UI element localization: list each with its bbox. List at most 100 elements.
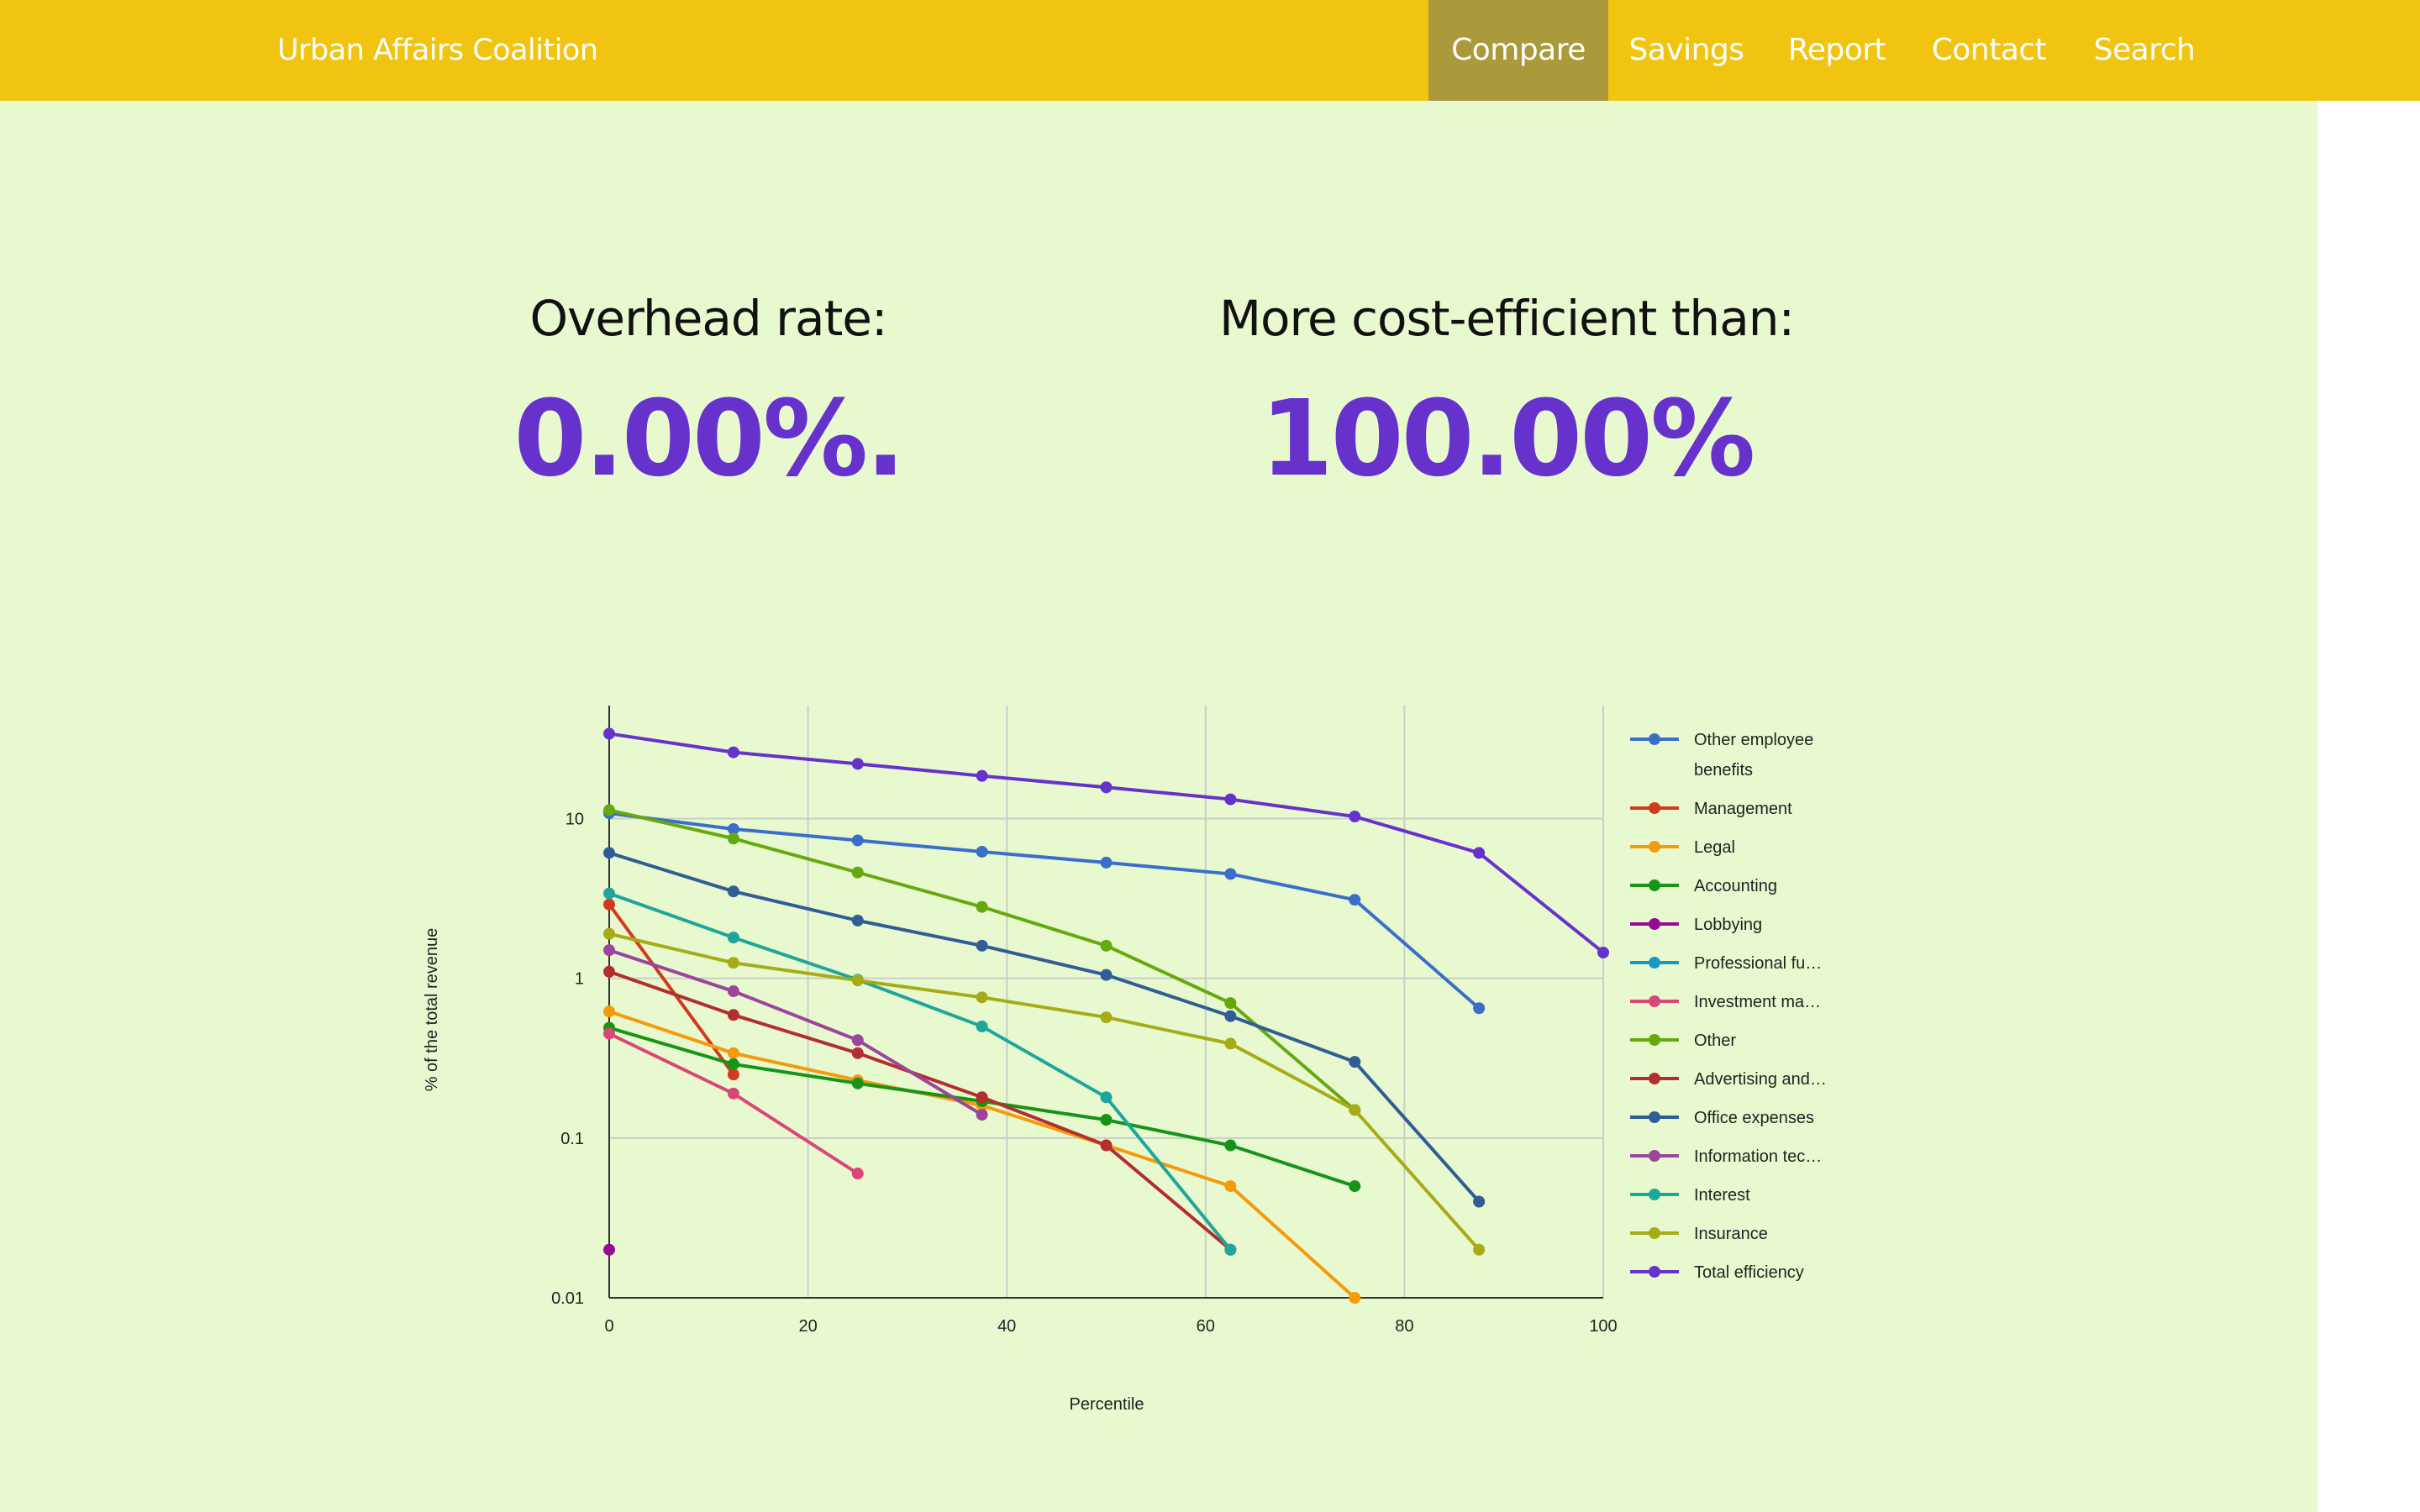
series-9[interactable]	[603, 847, 1486, 1208]
data-point[interactable]	[851, 1034, 864, 1047]
data-point[interactable]	[1224, 868, 1237, 880]
data-point[interactable]	[727, 822, 739, 835]
data-point[interactable]	[1100, 1114, 1113, 1126]
data-point[interactable]	[1224, 997, 1237, 1010]
data-point[interactable]	[603, 727, 615, 740]
legend-item[interactable]: Management	[1630, 800, 1792, 818]
series-4[interactable]	[603, 1243, 615, 1256]
data-point[interactable]	[1224, 1243, 1237, 1256]
nav-contact[interactable]: Contact	[1931, 33, 2047, 67]
chart-legend[interactable]: Other employee benefits Management Legal Acc…	[1630, 731, 1827, 1282]
data-point[interactable]	[1224, 1180, 1237, 1193]
data-point[interactable]	[727, 746, 739, 759]
data-point[interactable]	[727, 1047, 739, 1059]
legend-item[interactable]: Accounting	[1630, 877, 1777, 895]
nav-compare[interactable]: Compare	[1428, 0, 1608, 101]
legend-item[interactable]: Total efficiency	[1630, 1263, 1804, 1282]
data-point[interactable]	[727, 885, 739, 898]
data-point[interactable]	[1473, 1195, 1486, 1208]
data-point[interactable]	[1100, 939, 1113, 952]
data-point[interactable]	[1224, 1139, 1237, 1152]
data-point[interactable]	[603, 927, 615, 940]
data-point[interactable]	[976, 939, 988, 952]
data-point[interactable]	[603, 1027, 615, 1040]
legend-item[interactable]: Office expenses	[1630, 1109, 1814, 1127]
nav-search[interactable]: Search	[2093, 33, 2196, 67]
data-point[interactable]	[851, 758, 864, 770]
data-point[interactable]	[851, 974, 864, 987]
data-point[interactable]	[1100, 1011, 1113, 1024]
data-point[interactable]	[851, 1047, 864, 1059]
data-point[interactable]	[727, 832, 739, 845]
data-point[interactable]	[976, 991, 988, 1004]
data-point[interactable]	[1473, 847, 1486, 859]
legend-item[interactable]: Other employee benefits	[1630, 731, 1813, 780]
data-point[interactable]	[727, 1068, 739, 1081]
data-point[interactable]	[603, 944, 615, 957]
data-point[interactable]	[851, 1077, 864, 1089]
legend-item[interactable]: Investment ma…	[1630, 993, 1821, 1011]
data-point[interactable]	[1224, 793, 1237, 806]
data-point[interactable]	[1100, 856, 1113, 869]
data-point[interactable]	[727, 957, 739, 969]
legend-item[interactable]: Other	[1630, 1032, 1736, 1050]
data-point[interactable]	[727, 1009, 739, 1021]
data-point[interactable]	[1100, 1091, 1113, 1104]
series-13[interactable]	[603, 727, 1609, 958]
legend-item[interactable]: Advertising and…	[1630, 1070, 1827, 1089]
data-point[interactable]	[603, 1005, 615, 1018]
data-point[interactable]	[1100, 1139, 1113, 1152]
legend-item[interactable]: Professional fu…	[1630, 954, 1822, 973]
data-point[interactable]	[1100, 781, 1113, 794]
data-point[interactable]	[976, 845, 988, 858]
nav-savings[interactable]: Savings	[1628, 33, 1744, 67]
data-point[interactable]	[1473, 1002, 1486, 1015]
legend-item[interactable]: Insurance	[1630, 1225, 1768, 1243]
data-point[interactable]	[1597, 946, 1609, 958]
data-point[interactable]	[1349, 1104, 1361, 1116]
legend-item[interactable]: Legal	[1630, 838, 1735, 857]
data-point[interactable]	[1349, 1056, 1361, 1068]
data-point[interactable]	[976, 900, 988, 913]
data-point[interactable]	[603, 965, 615, 978]
data-point[interactable]	[1349, 811, 1361, 823]
data-point[interactable]	[603, 804, 615, 816]
legend-item[interactable]: Interest	[1630, 1186, 1750, 1205]
series-1[interactable]	[603, 898, 739, 1081]
series-0[interactable]	[603, 807, 1486, 1015]
series-8[interactable]	[603, 965, 1237, 1256]
data-point[interactable]	[1349, 1180, 1361, 1193]
data-point[interactable]	[727, 1087, 739, 1100]
data-point[interactable]	[851, 834, 864, 847]
data-point[interactable]	[1224, 1037, 1237, 1050]
data-point[interactable]	[1224, 1010, 1237, 1022]
data-point[interactable]	[727, 1058, 739, 1070]
series-6[interactable]	[603, 1027, 864, 1180]
data-point[interactable]	[727, 985, 739, 998]
data-point[interactable]	[1100, 969, 1113, 981]
data-point[interactable]	[1349, 1292, 1361, 1304]
chart-series	[603, 727, 1609, 1304]
data-point[interactable]	[976, 1020, 988, 1032]
series-12[interactable]	[603, 927, 1486, 1256]
series-10[interactable]	[603, 944, 988, 1121]
overhead-line-chart: 0 20 40 60 80 100 0.01 0.1 1 10 Other employee ben…	[423, 706, 1827, 1414]
brand-title[interactable]: Urban Affairs Coalition	[277, 34, 598, 67]
data-point[interactable]	[603, 898, 615, 911]
data-point[interactable]	[976, 769, 988, 782]
nav-report[interactable]: Report	[1787, 33, 1886, 67]
data-point[interactable]	[1349, 894, 1361, 906]
legend-item[interactable]: Information tec…	[1630, 1147, 1822, 1166]
data-point[interactable]	[603, 847, 615, 859]
data-point[interactable]	[976, 1091, 988, 1104]
series-11[interactable]	[603, 887, 1237, 1256]
data-point[interactable]	[851, 914, 864, 927]
data-point[interactable]	[603, 887, 615, 900]
data-point[interactable]	[851, 866, 864, 879]
data-point[interactable]	[727, 932, 739, 944]
legend-item[interactable]: Lobbying	[1630, 916, 1762, 934]
data-point[interactable]	[603, 1243, 615, 1256]
data-point[interactable]	[851, 1168, 864, 1180]
data-point[interactable]	[976, 1109, 988, 1121]
data-point[interactable]	[1473, 1243, 1486, 1256]
